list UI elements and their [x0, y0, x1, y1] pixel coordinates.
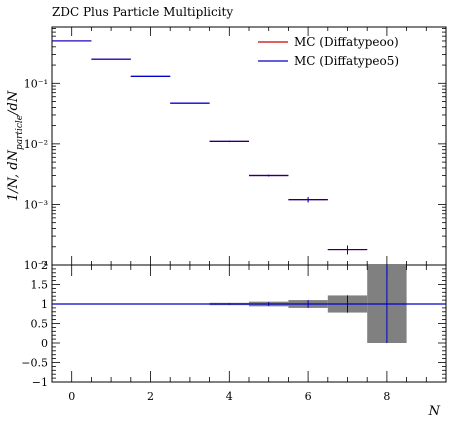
legend-label-mc-diffatypeo5: MC (Diffatypeo5) — [294, 54, 399, 68]
ratio-y-tick-label: −1 — [32, 376, 48, 389]
ratio-y-tick-labels: −1 −0.5 0 0.5 1 1.5 2 — [21, 259, 48, 389]
x-tick-label: 6 — [305, 390, 312, 403]
main-axis-ticks — [52, 27, 446, 266]
legend-label-mc-diffatypeoo: MC (Diffatypeoo) — [294, 35, 399, 49]
main-y-tick-label: 10⁻¹ — [24, 77, 48, 90]
main-data-marks — [52, 40, 368, 255]
ratio-axis-ticks — [52, 264, 446, 383]
ratio-y-tick-label: 0.5 — [31, 318, 49, 331]
ratio-y-tick-label: 2 — [41, 259, 48, 272]
y-axis-label-subscript: particle — [15, 115, 25, 150]
chart-title: ZDC Plus Particle Multiplicity — [52, 5, 233, 19]
y-axis-label: 1/N, dNparticle/dN — [6, 90, 25, 201]
x-tick-label: 0 — [68, 390, 75, 403]
x-tick-label: 2 — [147, 390, 154, 403]
y-axis-label-rest: /dN — [6, 90, 21, 117]
main-y-tick-labels: 10⁻⁴ 10⁻³ 10⁻² 10⁻¹ — [24, 77, 49, 272]
ratio-y-tick-label: 0 — [41, 337, 48, 350]
ratio-y-tick-label: 1 — [41, 298, 48, 311]
y-axis-label-group: 1/N, dNparticle/dN — [6, 90, 25, 201]
main-y-tick-label: 10⁻³ — [24, 198, 48, 211]
x-tick-label: 4 — [226, 390, 233, 403]
legend: MC (Diffatypeoo) MC (Diffatypeo5) — [258, 35, 399, 68]
x-axis-label: N — [428, 404, 441, 419]
ratio-y-tick-label: 1.5 — [31, 279, 49, 292]
ratio-data-marks — [52, 265, 446, 343]
main-y-tick-label: 10⁻² — [24, 138, 48, 151]
main-y-tick-label: 10⁻⁴ — [24, 259, 49, 272]
x-tick-label: 8 — [383, 390, 390, 403]
x-tick-labels: 0 2 4 6 8 — [68, 390, 390, 403]
ratio-y-tick-label: −0.5 — [21, 357, 48, 370]
